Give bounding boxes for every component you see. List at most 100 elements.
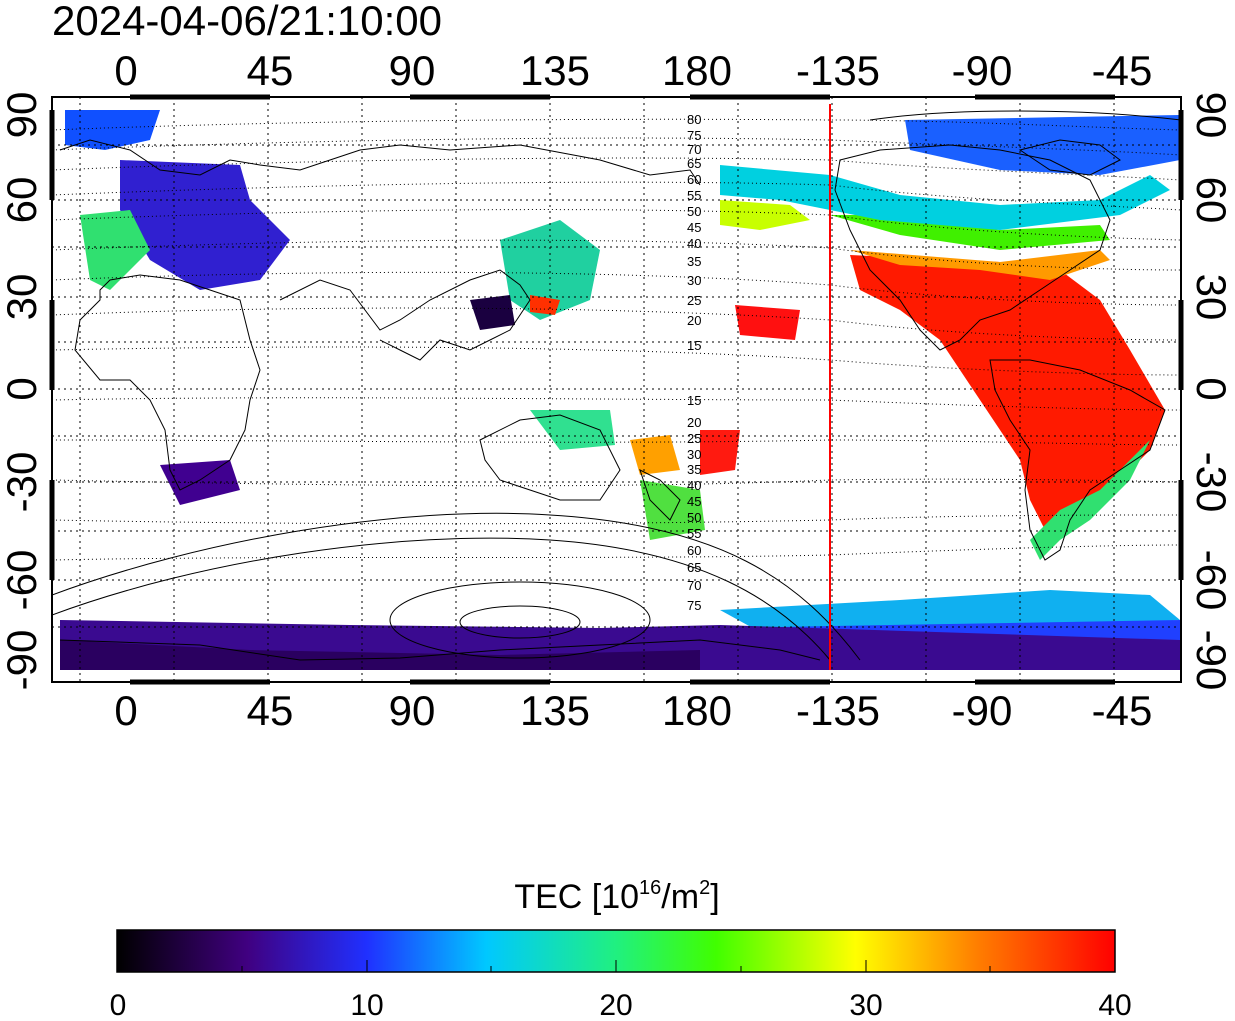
contour-label: 60 bbox=[687, 172, 701, 187]
magnetic-contours bbox=[52, 118, 1181, 561]
page-title: 2024-04-06/21:10:00 bbox=[52, 0, 442, 44]
top-lon-label: 45 bbox=[247, 47, 294, 94]
south-contour-labels: 15 20 25 30 35 40 45 50 55 60 65 70 75 bbox=[687, 393, 701, 613]
left-latitude-labels: 90 60 30 0 -30 -60 -90 bbox=[0, 92, 45, 691]
top-lon-label: -135 bbox=[796, 47, 880, 94]
contour-label: 75 bbox=[687, 128, 701, 143]
colorbar-ticks bbox=[241, 960, 991, 972]
coastlines bbox=[59, 139, 1166, 661]
top-longitude-labels: 0 45 90 135 180 -135 -90 -45 bbox=[114, 47, 1152, 94]
colorbar-title-sup1: 16 bbox=[639, 877, 661, 899]
bottom-lon-label: -45 bbox=[1092, 687, 1153, 734]
contour-label: 75 bbox=[687, 598, 701, 613]
contour-label: 70 bbox=[687, 142, 701, 157]
left-lat-label: -60 bbox=[0, 550, 45, 611]
tec-patch-americas-orange bbox=[850, 250, 1110, 280]
colorbar-title-prefix: TEC [10 bbox=[514, 878, 639, 916]
tec-patch-china-dark bbox=[470, 295, 515, 330]
right-lat-label: 90 bbox=[1188, 92, 1235, 139]
bottom-lon-label: 135 bbox=[520, 687, 590, 734]
colorbar-tick-label: 0 bbox=[110, 989, 127, 1021]
contour-label: 50 bbox=[687, 510, 701, 525]
contour-label: 55 bbox=[687, 188, 701, 203]
tec-map: 80 75 70 65 60 55 50 45 40 35 30 25 20 1… bbox=[0, 47, 1235, 734]
bottom-lon-label: 0 bbox=[114, 687, 137, 734]
south-magnetic-pole-contours bbox=[52, 110, 1181, 661]
tec-patch-northeast-yellow bbox=[720, 200, 810, 230]
contour-label: 35 bbox=[687, 462, 701, 477]
tec-patch-americas-high bbox=[850, 255, 1165, 540]
colorbar-tick-label: 20 bbox=[599, 989, 632, 1021]
tec-patch-east-asia-red bbox=[530, 295, 560, 315]
contour-label: 25 bbox=[687, 431, 701, 446]
top-lon-label: -90 bbox=[952, 47, 1013, 94]
colorbar-title-mid: /m bbox=[661, 878, 699, 916]
right-lat-label: -90 bbox=[1188, 630, 1235, 691]
colorbar-title-suffix: ] bbox=[710, 878, 719, 916]
top-lon-label: 0 bbox=[114, 47, 137, 94]
top-lon-label: -45 bbox=[1092, 47, 1153, 94]
contour-label: 45 bbox=[687, 494, 701, 509]
top-lon-label: 135 bbox=[520, 47, 590, 94]
contour-label: 50 bbox=[687, 204, 701, 219]
top-lon-label: 180 bbox=[662, 47, 732, 94]
contour-label: 30 bbox=[687, 273, 701, 288]
colorbar-tick-label: 30 bbox=[849, 989, 882, 1021]
colorbar-title-sup2: 2 bbox=[699, 877, 710, 899]
contour-label: 15 bbox=[687, 393, 701, 408]
tec-patch-hawaii-red bbox=[735, 305, 800, 340]
right-lat-label: 60 bbox=[1188, 177, 1235, 224]
right-lat-label: 0 bbox=[1188, 377, 1235, 400]
contour-label: 35 bbox=[687, 254, 701, 269]
right-latitude-labels: 90 60 30 0 -30 -60 -90 bbox=[1188, 92, 1235, 691]
right-lat-label: 30 bbox=[1188, 274, 1235, 321]
tec-patch-pacific-red bbox=[700, 430, 740, 475]
colorbar-tick-label: 10 bbox=[350, 989, 383, 1021]
colorbar: TEC [1016/m2] 0 10 20 30 40 bbox=[110, 877, 1132, 1021]
top-lon-label: 90 bbox=[389, 47, 436, 94]
left-lat-label: 90 bbox=[0, 92, 45, 139]
contour-label: 25 bbox=[687, 293, 701, 308]
contour-label: 80 bbox=[687, 112, 701, 127]
contour-label: 30 bbox=[687, 447, 701, 462]
bottom-lon-label: 180 bbox=[662, 687, 732, 734]
tec-patch-europe-green bbox=[80, 210, 150, 290]
contour-label: 20 bbox=[687, 415, 701, 430]
colorbar-tick-labels: 0 10 20 30 40 bbox=[110, 989, 1132, 1021]
contour-label: 45 bbox=[687, 220, 701, 235]
bottom-lon-label: 90 bbox=[389, 687, 436, 734]
frame-ticks bbox=[49, 94, 1184, 685]
tec-patch-east-asia-cyan bbox=[500, 220, 600, 320]
bottom-lon-label: -135 bbox=[796, 687, 880, 734]
tec-patch-europe-violet bbox=[120, 160, 290, 290]
left-lat-label: 30 bbox=[0, 274, 45, 321]
tec-patch-nz-green bbox=[640, 480, 705, 540]
bottom-longitude-labels: 0 45 90 135 180 -135 -90 -45 bbox=[114, 687, 1152, 734]
north-contour-labels: 80 75 70 65 60 55 50 45 40 35 30 25 20 1… bbox=[687, 112, 701, 353]
contour-label: 40 bbox=[687, 236, 701, 251]
right-lat-label: -60 bbox=[1188, 550, 1235, 611]
tec-patch-antarctic-dark bbox=[60, 640, 700, 670]
left-lat-label: -90 bbox=[0, 630, 45, 691]
contour-label: 70 bbox=[687, 578, 701, 593]
contour-label: 55 bbox=[687, 526, 701, 541]
colorbar-title: TEC [1016/m2] bbox=[514, 877, 719, 916]
bottom-lon-label: -90 bbox=[952, 687, 1013, 734]
right-lat-label: -30 bbox=[1188, 452, 1235, 513]
contour-label: 60 bbox=[687, 543, 701, 558]
contour-label: 65 bbox=[687, 156, 701, 171]
tec-patch-australia bbox=[530, 410, 615, 450]
colorbar-tick-label: 40 bbox=[1098, 989, 1131, 1021]
contour-label: 65 bbox=[687, 560, 701, 575]
tec-patch-south-america-green bbox=[1030, 420, 1160, 560]
contour-label: 20 bbox=[687, 313, 701, 328]
map-grid bbox=[52, 97, 1181, 682]
contour-label: 40 bbox=[687, 478, 701, 493]
tec-patch-south-pacific-cyan bbox=[720, 590, 1180, 632]
left-lat-label: -30 bbox=[0, 452, 45, 513]
tec-patch-nz-orange bbox=[630, 435, 680, 475]
left-lat-label: 0 bbox=[0, 377, 45, 400]
bottom-lon-label: 45 bbox=[247, 687, 294, 734]
contour-label: 15 bbox=[687, 338, 701, 353]
left-lat-label: 60 bbox=[0, 177, 45, 224]
